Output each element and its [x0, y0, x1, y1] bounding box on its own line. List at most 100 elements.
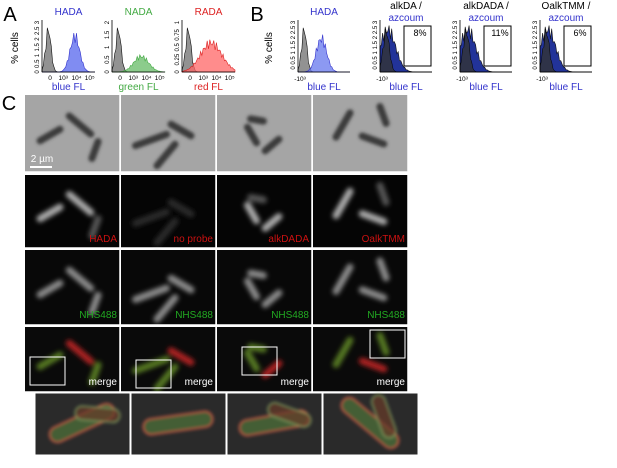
cell — [358, 357, 388, 373]
x-axis-label: blue FL — [549, 82, 583, 93]
y-tick-label: 3 — [453, 20, 459, 24]
gate-percent: 11% — [491, 28, 508, 38]
x-tick-label: -10³ — [376, 76, 388, 83]
cell — [376, 103, 390, 127]
plot-title: RADA — [195, 7, 223, 18]
y-tick-label: 0 — [175, 70, 181, 74]
y-tick-label: 3 — [533, 20, 539, 24]
cell — [376, 182, 390, 206]
y-tick-label: 1.5 — [35, 42, 41, 51]
merge-label: merge — [185, 377, 214, 388]
x-axis-label: blue FL — [469, 82, 503, 93]
cell — [88, 215, 102, 240]
cell — [261, 135, 283, 155]
x-axis-label: green FL — [118, 82, 158, 93]
cell — [332, 187, 354, 220]
plot-subtitle: azcoum — [548, 13, 583, 24]
y-tick-label: 0 — [35, 70, 41, 74]
y-tick-label: 1 — [291, 50, 297, 54]
cell — [65, 339, 95, 365]
cell — [358, 210, 388, 226]
micrograph — [25, 175, 120, 248]
y-tick-label: 2.5 — [373, 25, 379, 34]
cells — [131, 274, 195, 323]
merge-label: merge — [377, 377, 406, 388]
zoom-cell — [74, 405, 121, 424]
y-tick-label: 0.75 — [175, 28, 181, 40]
y-tick-label: 0 — [291, 66, 297, 70]
x-tick-label: 0 — [118, 75, 122, 82]
y-tick-label: 0 — [105, 70, 111, 74]
micrograph — [217, 175, 312, 248]
cell — [244, 201, 260, 225]
micrograph — [25, 250, 120, 325]
micrograph — [217, 327, 312, 392]
cell — [247, 194, 267, 204]
x-tick-label: 10⁴ — [71, 75, 81, 82]
y-tick-label: 3 — [373, 20, 379, 24]
y-tick-label: 2 — [105, 20, 111, 24]
x-tick-label: 10⁵ — [85, 75, 95, 82]
cells — [36, 339, 102, 386]
cells — [36, 190, 102, 240]
x-tick-label: 10³ — [129, 75, 139, 82]
stain-label: NHS488 — [271, 310, 309, 321]
scale-bar-label: 2 µm — [31, 154, 53, 165]
zoom-box — [241, 346, 278, 376]
cell — [36, 125, 64, 145]
x-axis-label: blue FL — [307, 82, 341, 93]
zoom-cell — [371, 394, 397, 439]
cell — [244, 277, 260, 301]
y-tick-label: 2.5 — [533, 25, 539, 34]
y-tick-label: 2 — [291, 35, 297, 39]
stain-label: NHS488 — [79, 310, 117, 321]
gate-box — [483, 25, 512, 67]
y-tick-label: 2 — [453, 35, 459, 39]
y-tick-label: 0.5 — [373, 56, 379, 65]
x-tick-label: -10³ — [536, 76, 548, 83]
cells — [332, 103, 390, 148]
cell — [131, 208, 171, 227]
cells — [244, 269, 283, 308]
y-tick-label: 2 — [533, 35, 539, 39]
y-tick-label: 2.5 — [453, 25, 459, 34]
cell — [247, 343, 267, 353]
y-tick-label: 1 — [105, 45, 111, 49]
y-tick-label: 0.5 — [35, 59, 41, 68]
merge-label: merge — [281, 377, 310, 388]
cell — [153, 217, 179, 247]
merge-label: merge — [89, 377, 118, 388]
gate-percent: 8% — [413, 28, 426, 38]
y-tick-label: 2 — [35, 37, 41, 41]
zoom-box — [369, 329, 406, 359]
zoom-box — [135, 359, 172, 389]
plot-title: NADA — [125, 7, 153, 18]
zoom-cells — [340, 394, 400, 450]
y-tick-label: 1.5 — [105, 30, 111, 39]
cell — [131, 284, 171, 303]
cells — [332, 182, 390, 226]
x-axis-label: red FL — [194, 82, 223, 93]
panel-letter: A — [3, 4, 17, 26]
probe-label: OalkTMM — [362, 234, 405, 245]
plot-title: alkDADA / — [463, 1, 509, 12]
micrograph — [217, 250, 312, 325]
y-tick-label: 1 — [533, 50, 539, 54]
x-tick-label: 10³ — [199, 75, 209, 82]
y-tick-label: 3 — [35, 20, 41, 24]
y-tick-label: 0.25 — [175, 53, 181, 65]
y-tick-label: 0.5 — [453, 56, 459, 65]
y-tick-label: 3 — [291, 20, 297, 24]
cell — [247, 269, 267, 279]
x-tick-label: 10⁵ — [155, 75, 165, 82]
cell — [65, 266, 95, 292]
zoom-cells — [48, 402, 121, 444]
cell — [153, 140, 179, 170]
plot-title: HADA — [310, 7, 338, 18]
cells — [131, 198, 195, 247]
cell — [167, 347, 195, 366]
cell — [36, 203, 64, 223]
cell — [358, 286, 388, 302]
probe-label: no probe — [174, 234, 214, 245]
